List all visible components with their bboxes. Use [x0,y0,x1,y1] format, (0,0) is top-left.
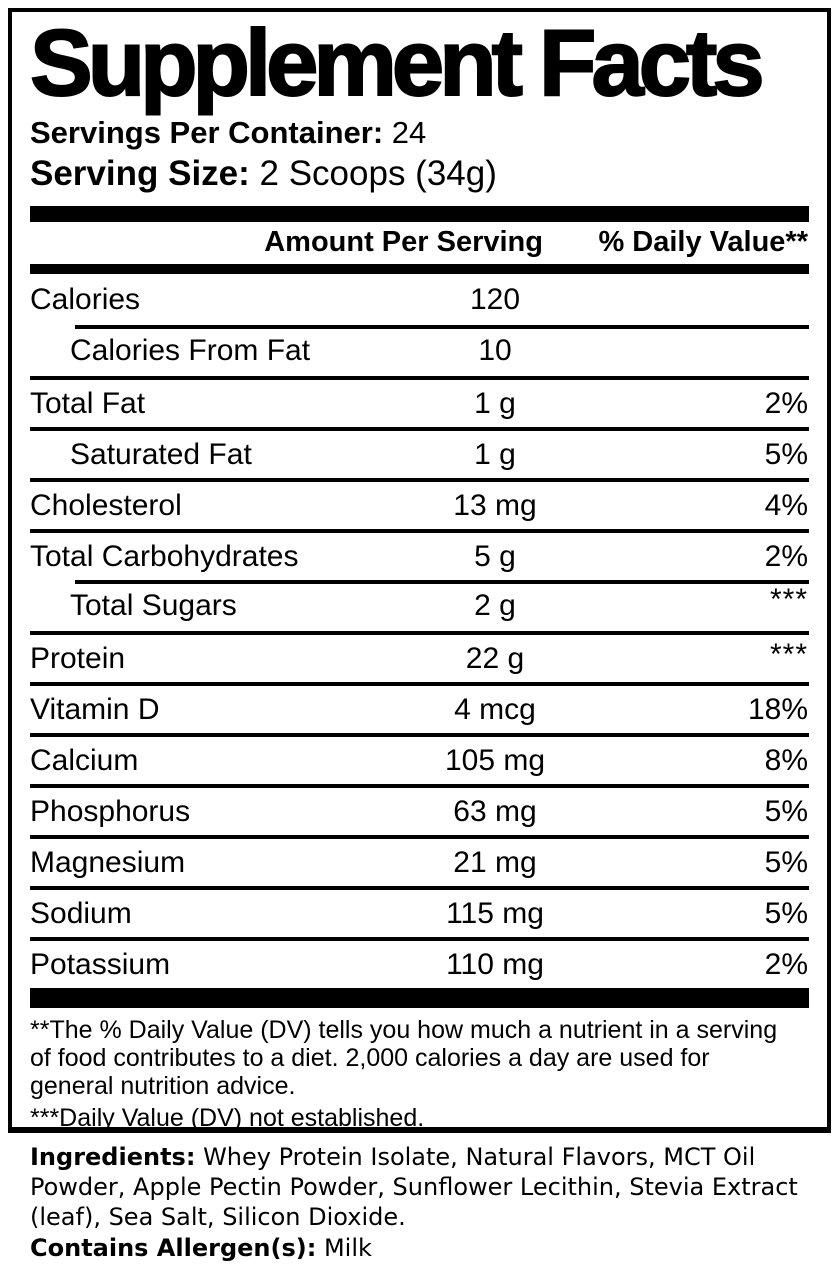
daily-value-footnote: **The % Daily Value (DV) tells you how m… [30,1016,778,1100]
servings-per-container-line: Servings Per Container: 24 [30,114,809,152]
nutrient-name: Calories [30,282,141,316]
ingredients-block: Ingredients: Whey Protein Isolate, Natur… [30,1142,812,1263]
nutrient-name: Calories From Fat [70,333,311,367]
nutrient-daily-value: 5% [764,896,808,930]
nutrient-name: Phosphorus [30,794,191,828]
nutrient-name: Calcium [30,743,139,777]
nutrient-daily-value: *** [769,583,808,616]
ingredients-label: Ingredients: [30,1143,196,1171]
table-row: Saturated Fat 1 g 5% [30,427,809,478]
nutrient-name: Total Fat [30,386,146,420]
nutrient-amount: 115 mg [446,896,544,930]
table-row: Total Sugars 2 g *** [30,580,809,631]
table-row: Calories 120 [30,274,809,325]
nutrient-name: Total Carbohydrates [30,539,299,573]
table-row: Calcium 105 mg 8% [30,733,809,784]
nutrient-amount: 1 g [474,437,516,471]
daily-value-header: % Daily Value** [598,226,808,258]
nutrient-name: Vitamin D [30,692,160,726]
nutrient-amount: 10 [478,333,512,367]
nutrient-daily-value: 2% [764,947,808,981]
table-row: Total Carbohydrates 5 g 2% [30,529,809,580]
nutrient-daily-value: 5% [764,845,808,879]
amount-per-serving-header: Amount Per Serving [264,226,543,258]
nutrient-daily-value: 5% [764,437,808,471]
servings-per-container-value: 24 [383,115,427,150]
allergen-value: Milk [316,1234,372,1262]
table-row: Vitamin D 4 mcg 18% [30,682,809,733]
table-row: Calories From Fat 10 [30,325,809,376]
table-row: Sodium 115 mg 5% [30,886,809,937]
nutrient-daily-value: 4% [764,488,808,522]
table-row: Protein 22 g *** [30,631,809,682]
divider-bar-thick-top [30,206,809,222]
divider-bar-under-header [30,264,809,274]
nutrient-amount: 1 g [474,386,516,420]
table-row: Cholesterol 13 mg 4% [30,478,809,529]
serving-size-value: 2 Scoops (34g) [249,154,497,193]
nutrient-daily-value: *** [769,638,808,671]
nutrient-daily-value: 5% [764,794,808,828]
nutrient-amount: 22 g [465,641,525,675]
nutrient-daily-value: 2% [764,539,808,573]
divider-bar-thick-bottom [30,988,809,1008]
allergen-label: Contains Allergen(s): [30,1234,317,1262]
nutrient-name: Total Sugars [70,588,237,622]
supplement-facts-panel: Supplement Facts Servings Per Container:… [8,8,831,1133]
table-header-row: Amount Per Serving % Daily Value** [30,222,809,264]
table-row: Phosphorus 63 mg 5% [30,784,809,835]
nutrients-table: Calories 120 Calories From Fat 10 Total Fat 1… [30,274,809,988]
nutrient-name: Potassium [30,947,171,981]
nutrient-daily-value: 8% [764,743,808,777]
panel-title: Supplement Facts [29,10,766,115]
table-row: Magnesium 21 mg 5% [30,835,809,886]
nutrient-name: Saturated Fat [70,437,252,471]
servings-per-container-label: Servings Per Container: [30,115,384,150]
nutrient-name: Sodium [30,896,132,930]
table-row: Potassium 110 mg 2% [30,937,809,988]
nutrient-amount: 2 g [474,588,516,622]
nutrient-daily-value: 2% [764,386,808,420]
ingredients-line: Ingredients: Whey Protein Isolate, Natur… [30,1142,812,1232]
nutrient-amount: 105 mg [444,743,546,777]
nutrient-daily-value: 18% [747,692,808,726]
nutrient-amount: 13 mg [453,488,537,522]
nutrient-name: Cholesterol [30,488,182,522]
nutrient-amount: 5 g [474,539,516,573]
allergen-line: Contains Allergen(s): Milk [30,1233,812,1263]
table-row: Total Fat 1 g 2% [30,376,809,427]
nutrient-amount: 4 mcg [454,692,536,726]
nutrient-amount: 120 [469,282,521,316]
serving-size-line: Serving Size: 2 Scoops (34g) [30,152,809,196]
not-established-footnote: ***Daily Value (DV) not established. [30,1104,425,1132]
serving-size-label: Serving Size: [30,154,250,193]
ingredients-text: Whey Protein Isolate, Natural Flavors, M… [30,1143,798,1231]
nutrient-amount: 110 mg [446,947,544,981]
nutrient-name: Protein [30,641,126,675]
nutrient-name: Magnesium [30,845,186,879]
footnotes: **The % Daily Value (DV) tells you how m… [30,1008,809,1133]
nutrient-amount: 63 mg [453,794,537,828]
nutrient-amount: 21 mg [453,845,537,879]
